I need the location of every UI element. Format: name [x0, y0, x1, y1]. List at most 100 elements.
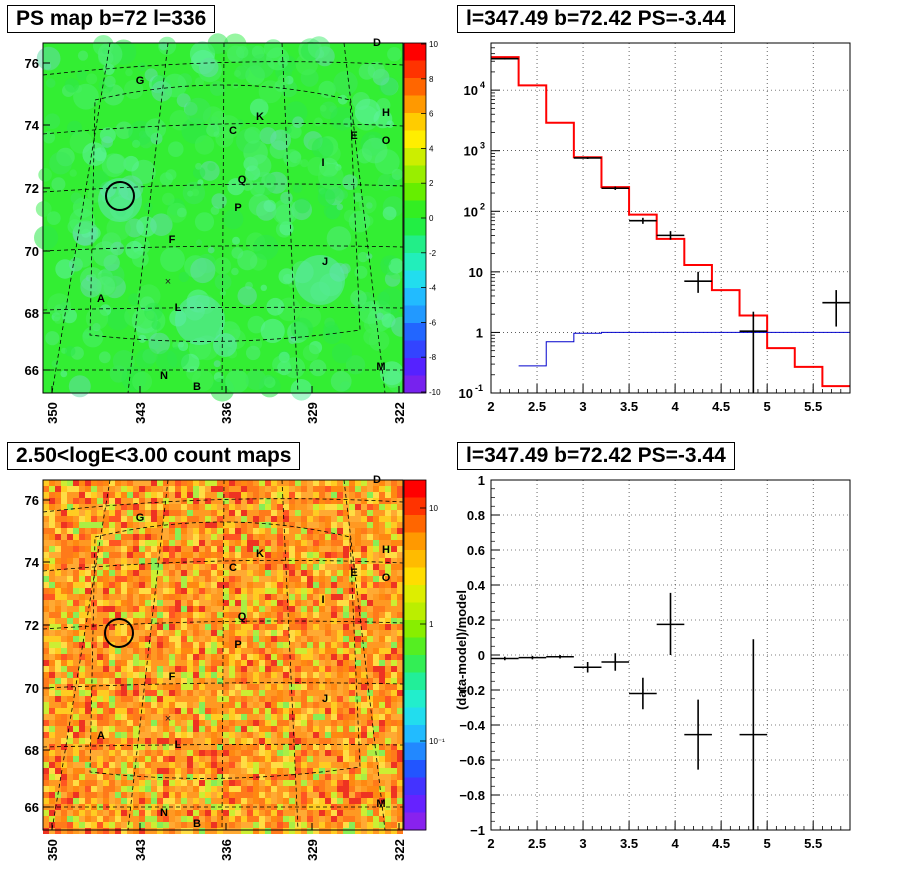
count-pixel [337, 594, 343, 600]
count-pixel [265, 702, 271, 708]
count-pixel [181, 666, 187, 672]
x-tick-label: 5.5 [804, 836, 822, 851]
count-pixel [355, 630, 361, 636]
count-pixel [85, 720, 91, 726]
count-pixel [157, 564, 163, 570]
count-pixel [319, 528, 325, 534]
count-pixel [313, 498, 319, 504]
count-pixel [235, 720, 241, 726]
count-pixel [187, 642, 193, 648]
count-pixel [217, 744, 223, 750]
map-fluctuation [97, 41, 123, 67]
count-pixel [175, 618, 181, 624]
count-pixel [61, 672, 67, 678]
count-pixel [109, 576, 115, 582]
count-pixel [169, 708, 175, 714]
source-label: B [193, 818, 201, 830]
count-pixel [175, 672, 181, 678]
count-pixel [217, 498, 223, 504]
count-pixel [145, 672, 151, 678]
count-pixel [157, 660, 163, 666]
count-pixel [331, 798, 337, 804]
count-pixel [349, 534, 355, 540]
count-pixel [151, 618, 157, 624]
count-pixel [187, 690, 193, 696]
count-pixel [199, 600, 205, 606]
count-pixel [175, 792, 181, 798]
count-pixel [175, 642, 181, 648]
count-pixel [325, 480, 331, 486]
count-pixel [193, 810, 199, 816]
count-pixel [61, 582, 67, 588]
map-fluctuation [319, 104, 327, 112]
count-pixel [307, 528, 313, 534]
count-pixel [289, 510, 295, 516]
map-fluctuation [259, 127, 277, 145]
count-pixel [271, 732, 277, 738]
map-fluctuation [168, 141, 184, 157]
count-pixel [307, 702, 313, 708]
colorbar-cell [404, 130, 426, 149]
count-pixel [313, 780, 319, 786]
count-pixel [307, 498, 313, 504]
count-pixel [133, 540, 139, 546]
count-pixel [109, 546, 115, 552]
count-pixel [331, 762, 337, 768]
count-pixel [139, 762, 145, 768]
count-pixel [343, 552, 349, 558]
count-pixel [325, 516, 331, 522]
map-fluctuation [64, 78, 80, 93]
count-pixel [67, 822, 73, 828]
count-pixel [301, 744, 307, 750]
count-pixel [247, 810, 253, 816]
count-pixel [313, 810, 319, 816]
count-pixel [319, 726, 325, 732]
count-pixel [319, 492, 325, 498]
count-pixel [235, 486, 241, 492]
count-pixel [103, 480, 109, 486]
count-pixel [157, 510, 163, 516]
count-pixel [247, 546, 253, 552]
count-pixel [91, 666, 97, 672]
count-pixel [289, 636, 295, 642]
count-pixel [175, 726, 181, 732]
count-pixel [211, 648, 217, 654]
map-fluctuation [326, 205, 340, 220]
count-pixel [133, 642, 139, 648]
count-pixel [319, 798, 325, 804]
count-pixel [157, 552, 163, 558]
count-pixel [361, 618, 367, 624]
count-pixel [133, 564, 139, 570]
count-pixel [229, 504, 235, 510]
count-pixel [319, 588, 325, 594]
count-pixel [163, 672, 169, 678]
count-pixel [337, 528, 343, 534]
count-pixel [265, 732, 271, 738]
count-pixel [385, 696, 391, 702]
count-pixel [187, 816, 193, 822]
survey-boundary [89, 521, 361, 779]
meridian-line [221, 479, 225, 831]
count-pixel [97, 750, 103, 756]
count-pixel [73, 816, 79, 822]
count-pixel [67, 624, 73, 630]
count-pixel [349, 498, 355, 504]
count-pixel [49, 582, 55, 588]
count-pixel [385, 678, 391, 684]
count-pixel [361, 492, 367, 498]
count-pixel [235, 510, 241, 516]
count-pixel [193, 552, 199, 558]
count-pixel [253, 510, 259, 516]
count-pixel [355, 492, 361, 498]
count-pixel [349, 822, 355, 828]
count-pixel [127, 594, 133, 600]
count-pixel [55, 732, 61, 738]
count-pixel [355, 594, 361, 600]
count-pixel [61, 792, 67, 798]
count-pixel [61, 816, 67, 822]
count-pixel [229, 594, 235, 600]
count-pixel [355, 822, 361, 828]
count-pixel [397, 816, 403, 822]
count-pixel [355, 546, 361, 552]
count-pixel [115, 810, 121, 816]
